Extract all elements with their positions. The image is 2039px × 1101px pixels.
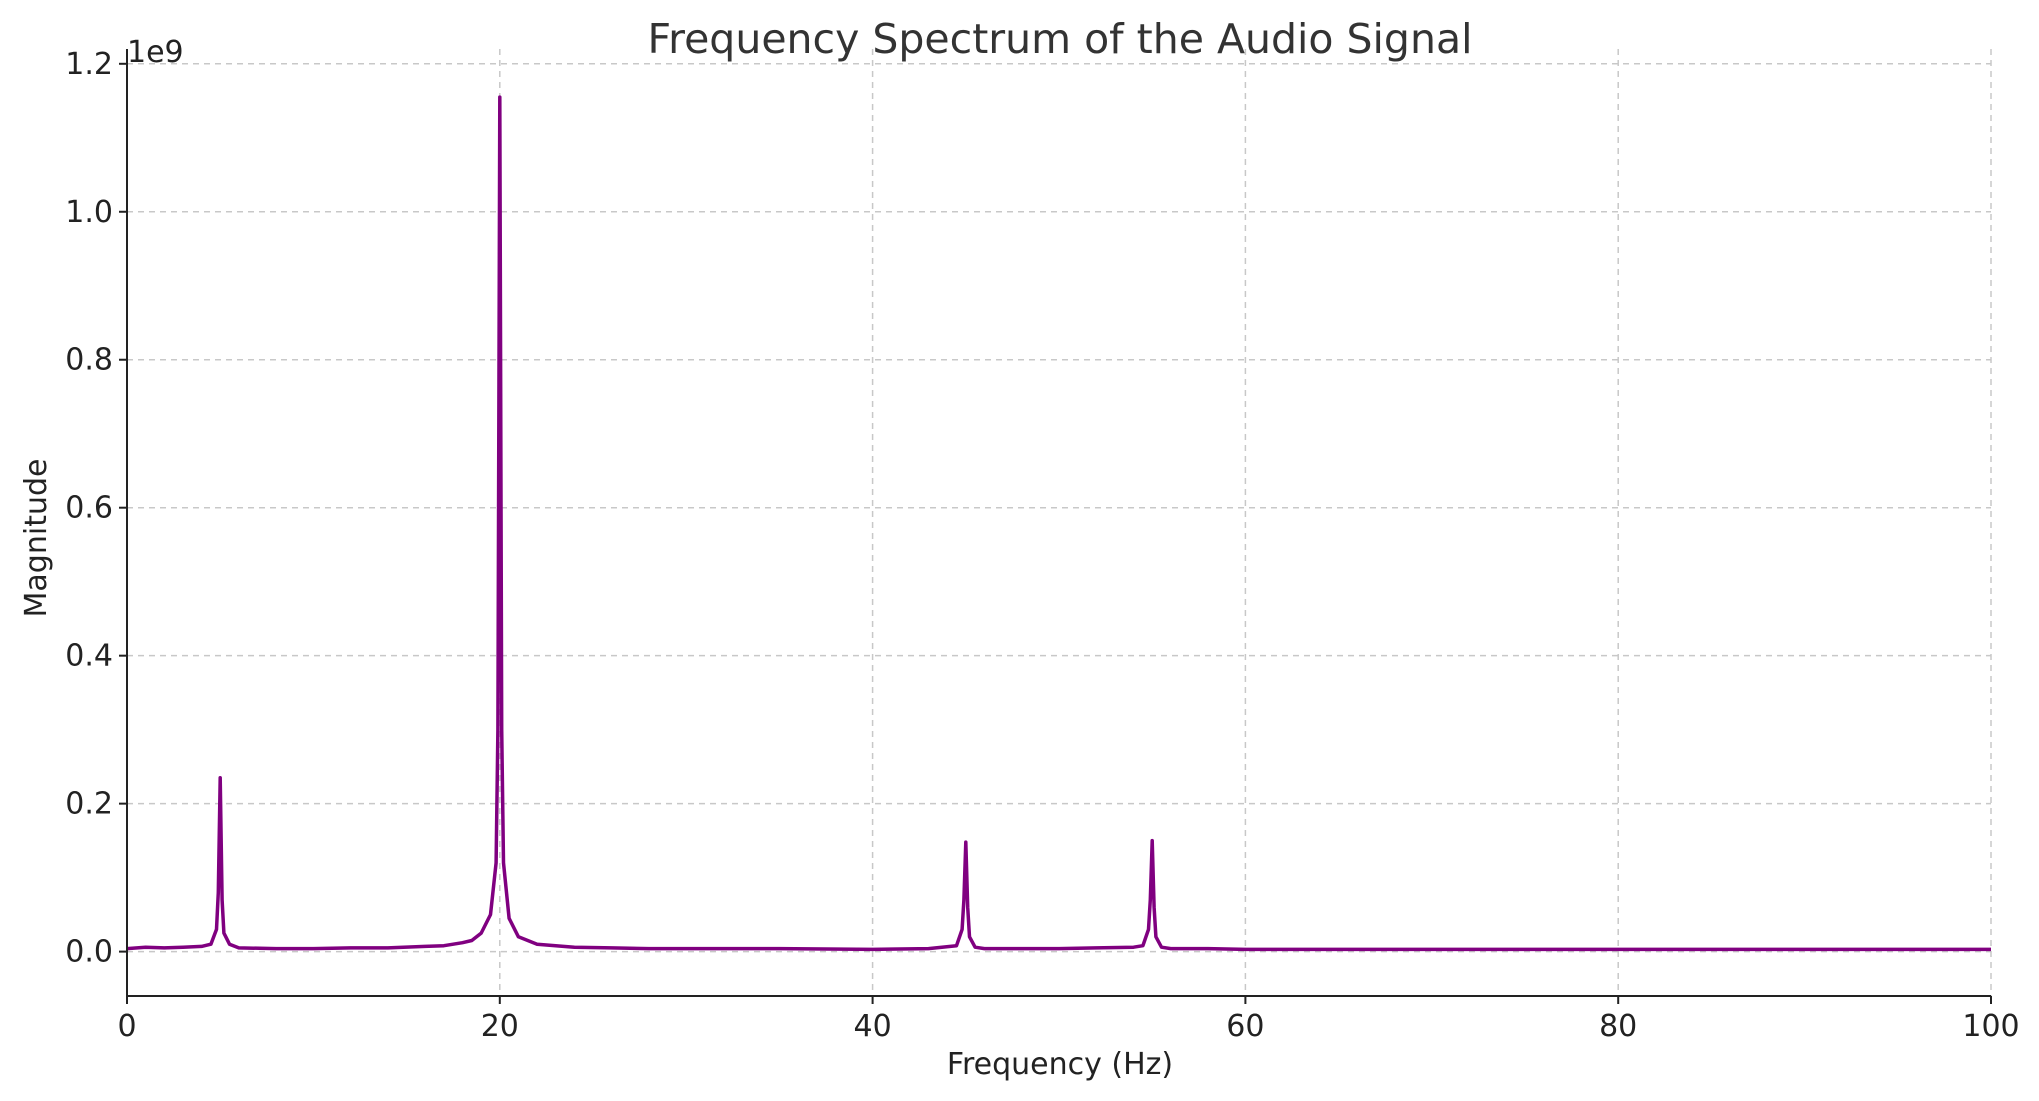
y-tick-label-2: 0.4	[65, 639, 113, 674]
axes	[126, 49, 1991, 997]
x-tick-label-0: 0	[117, 1009, 136, 1044]
y-tick-label-1: 0.2	[65, 787, 113, 822]
x-axis-label: Frequency (Hz)	[947, 1047, 1173, 1082]
y-axis-label: Magnitude	[19, 459, 54, 618]
series-line-0	[126, 95, 1991, 952]
x-tick-label-4: 80	[1599, 1009, 1637, 1044]
series-layer	[126, 95, 1991, 952]
grid	[126, 49, 1992, 996]
y-tick-label-3: 0.6	[65, 491, 113, 526]
x-tick-label-2: 40	[854, 1009, 892, 1044]
x-tick-label-1: 20	[481, 1009, 519, 1044]
y-tick-label-5: 1.0	[65, 195, 113, 230]
x-tick-label-5: 100	[1962, 1009, 2019, 1044]
y-tick-label-6: 1.2	[65, 47, 113, 82]
y-tick-label-4: 0.8	[65, 343, 113, 378]
ticks: 0 20 40 60 80 100 0.0 0.2 0.4 0.6 0.8 1.0 1.2	[65, 47, 2019, 1044]
x-tick-label-3: 60	[1226, 1009, 1264, 1044]
chart-title: Frequency Spectrum of the Audio Signal	[648, 15, 1473, 63]
y-offset-label: 1e9	[127, 35, 184, 70]
y-tick-label-0: 0.0	[65, 935, 113, 970]
